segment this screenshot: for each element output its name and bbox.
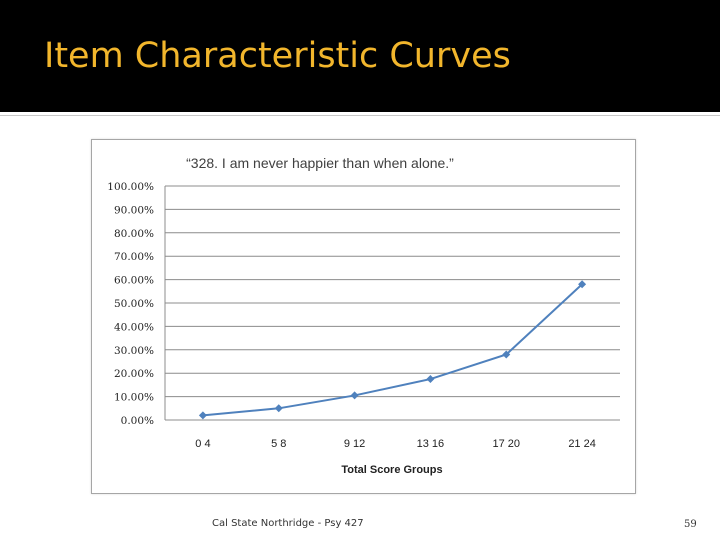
title-bar: Item Characteristic Curves	[0, 0, 720, 112]
y-tick-label: 80.00%	[114, 228, 154, 240]
y-tick-label: 50.00%	[114, 298, 154, 310]
x-tick-label: 21 24	[568, 438, 596, 450]
data-point	[198, 411, 207, 420]
x-axis-ticks: 0 4 5 8 9 12 13 16 17 20 21 24	[195, 438, 596, 450]
y-tick-label: 100.00%	[107, 181, 154, 193]
y-tick-label: 20.00%	[114, 368, 154, 380]
data-point	[426, 375, 435, 384]
chart-gridlines	[164, 185, 620, 421]
y-tick-label: 0.00%	[121, 415, 154, 427]
chart-series	[198, 280, 587, 420]
x-tick-label: 5 8	[271, 438, 286, 450]
data-point	[502, 350, 511, 359]
series-line	[202, 283, 583, 417]
y-tick-label: 10.00%	[114, 392, 154, 404]
data-point	[274, 404, 283, 413]
x-tick-label: 17 20	[492, 438, 520, 450]
chart-frame	[91, 139, 636, 494]
y-tick-label: 60.00%	[114, 275, 154, 287]
y-tick-label: 90.00%	[114, 204, 154, 216]
title-divider	[0, 115, 720, 116]
chart-title: “328. I am never happier than when alone…	[186, 155, 454, 171]
x-tick-label: 9 12	[344, 438, 365, 450]
page-number: 59	[684, 519, 697, 530]
data-point	[350, 391, 359, 400]
slide-title: Item Characteristic Curves	[44, 36, 511, 76]
y-axis-ticks: 0.00% 10.00% 20.00% 30.00% 40.00% 50.00% 60.00…	[107, 181, 154, 427]
x-axis-label: Total Score Groups	[341, 464, 442, 476]
y-tick-label: 30.00%	[114, 345, 154, 357]
footer-text: Cal State Northridge - Psy 427	[212, 518, 364, 529]
data-point	[578, 280, 587, 289]
y-tick-label: 40.00%	[114, 321, 154, 333]
x-tick-label: 0 4	[195, 438, 210, 450]
y-tick-label: 70.00%	[114, 251, 154, 263]
x-tick-label: 13 16	[417, 438, 445, 450]
